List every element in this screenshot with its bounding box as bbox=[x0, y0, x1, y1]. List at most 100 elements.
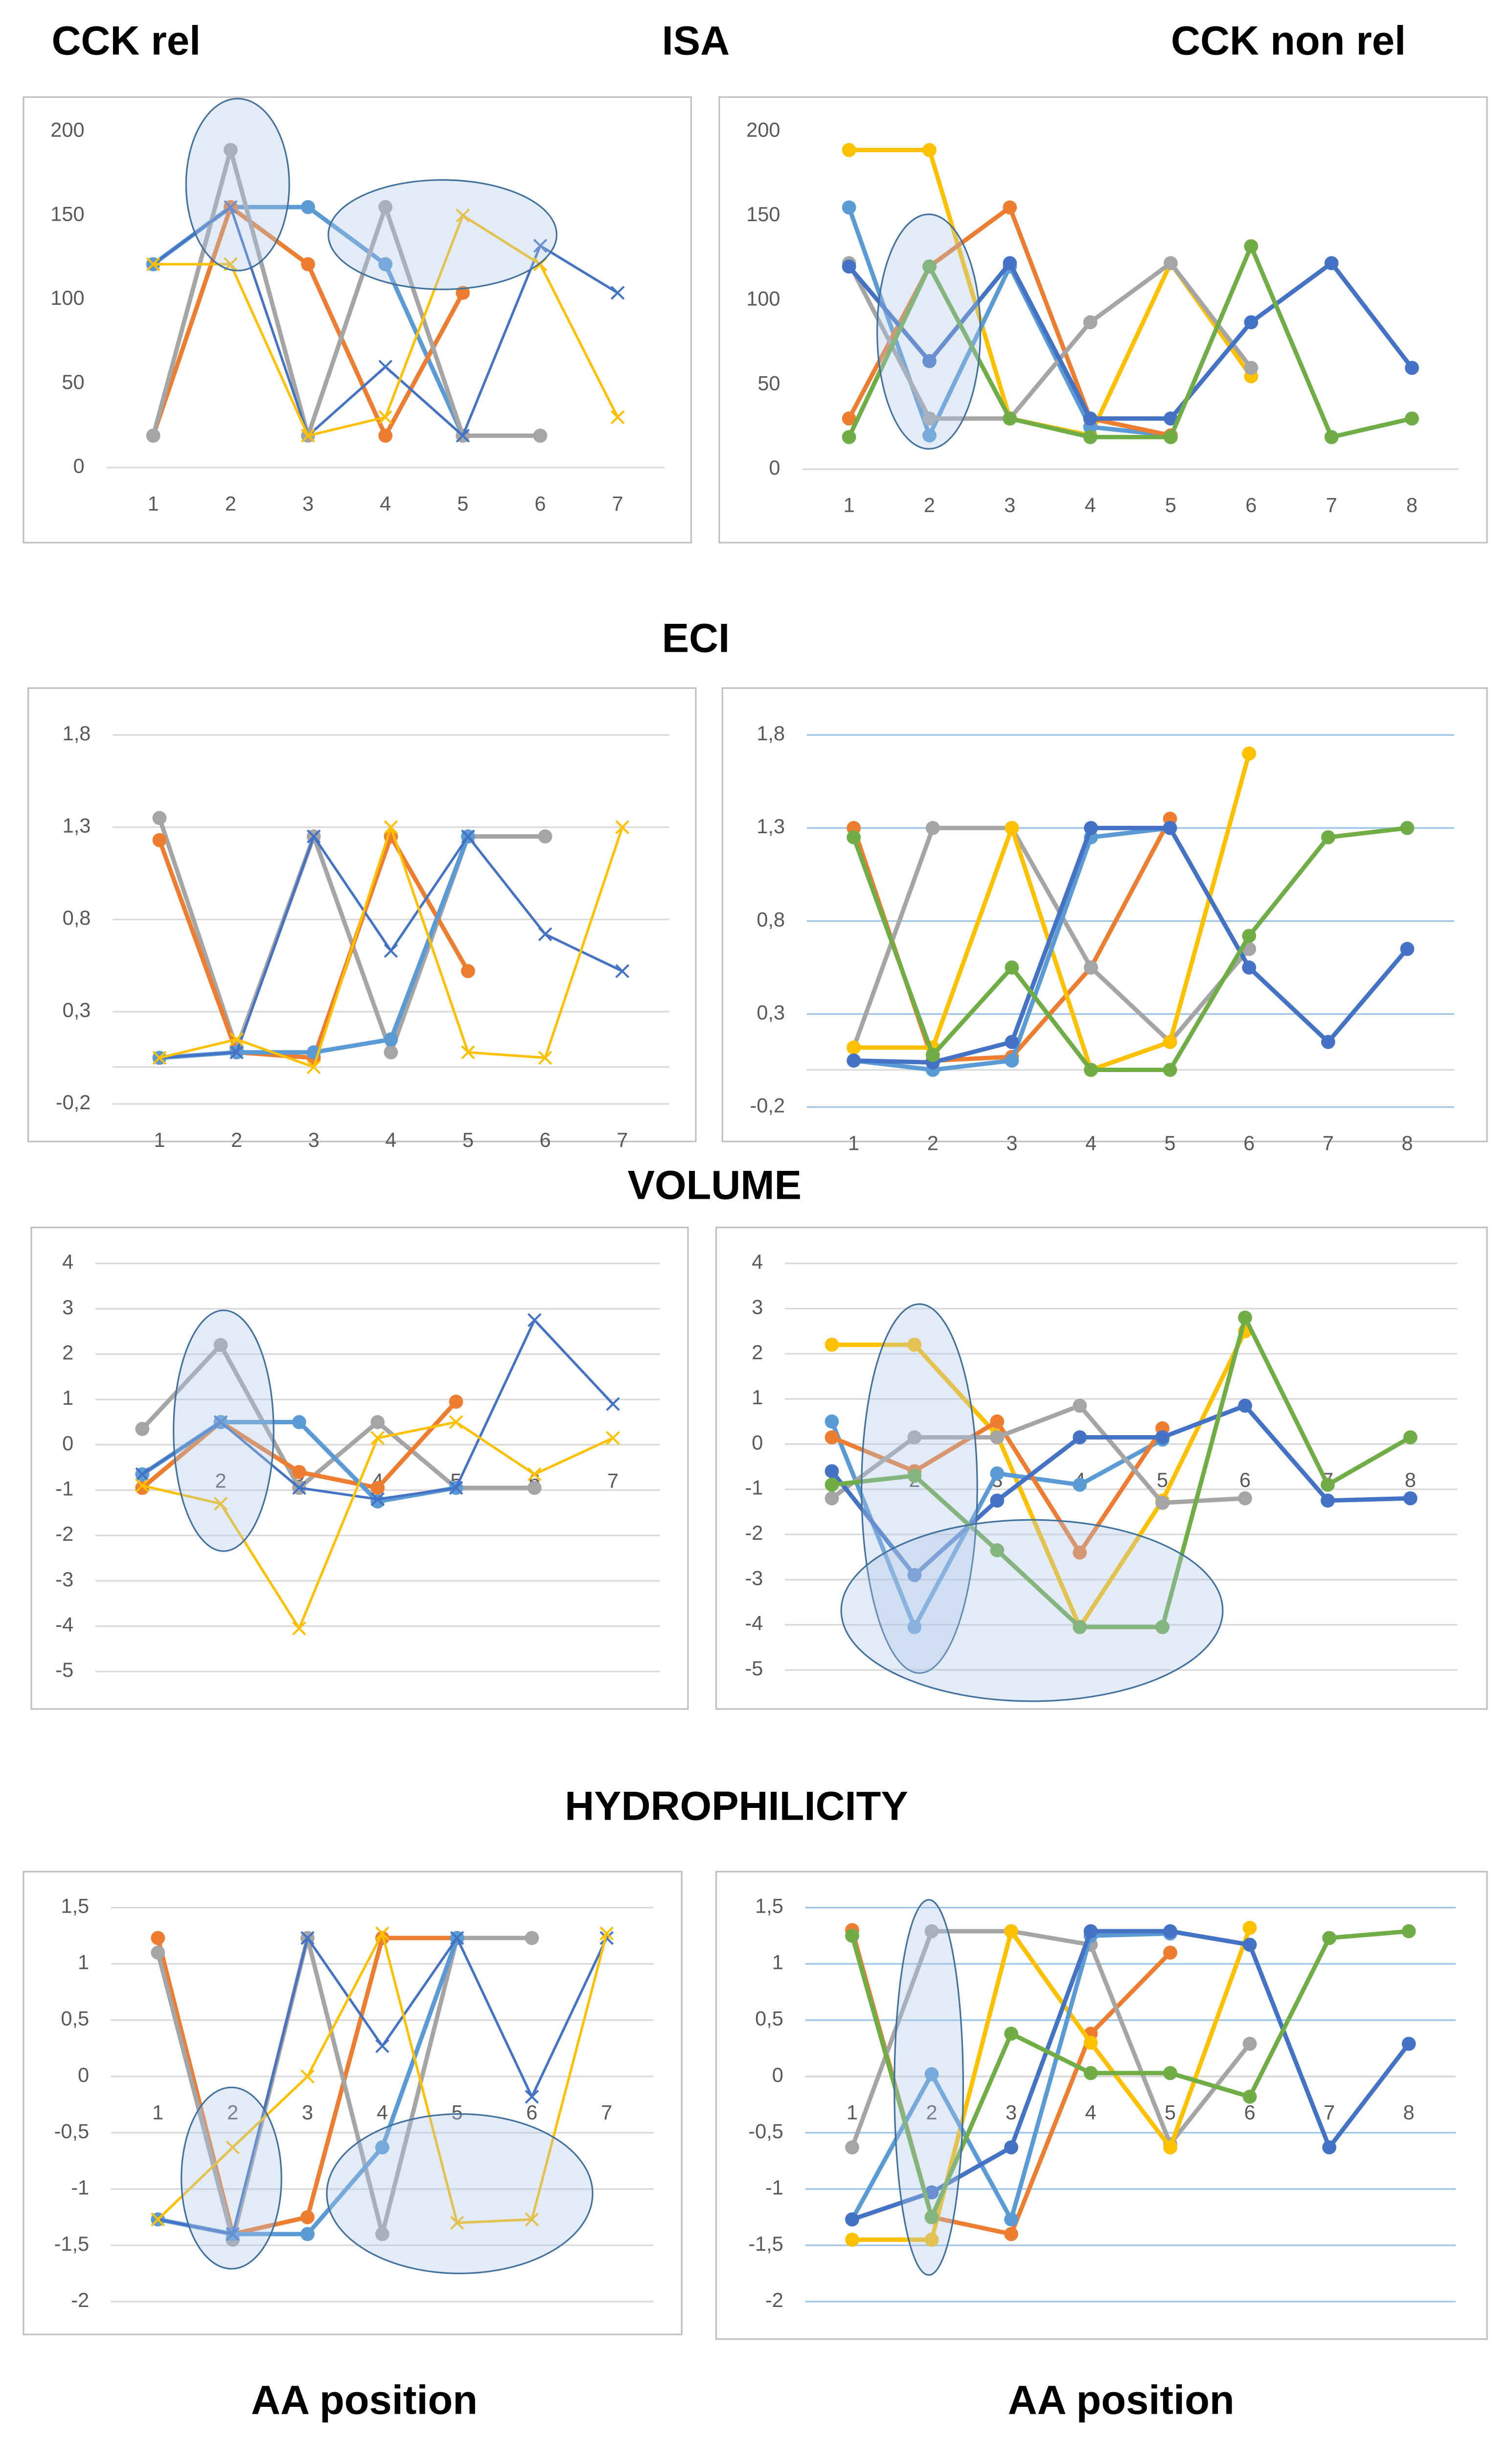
series-line bbox=[156, 1936, 532, 2242]
point bbox=[384, 820, 398, 834]
x-tick-label: 2 bbox=[927, 1131, 939, 1154]
point bbox=[1005, 960, 1019, 975]
point bbox=[135, 1467, 150, 1482]
point bbox=[1073, 1430, 1087, 1444]
y-tick-label: 0 bbox=[772, 2063, 783, 2086]
x-tick-label: 4 bbox=[385, 1128, 396, 1151]
x-tick-label: 7 bbox=[601, 2101, 612, 2124]
point bbox=[922, 354, 937, 368]
x-tick-label: 7 bbox=[1323, 1131, 1334, 1154]
point bbox=[610, 410, 625, 424]
series-line bbox=[850, 1929, 1409, 2219]
point bbox=[135, 1479, 150, 1493]
point bbox=[1401, 2036, 1416, 2051]
point bbox=[825, 1337, 839, 1352]
point bbox=[1005, 1053, 1019, 1068]
y-tick-label: 1,3 bbox=[63, 814, 91, 837]
point bbox=[456, 208, 470, 223]
point bbox=[229, 1045, 244, 1059]
point bbox=[924, 2067, 939, 2081]
point bbox=[1164, 256, 1178, 271]
point bbox=[1083, 315, 1098, 330]
point bbox=[151, 1945, 165, 1960]
point bbox=[301, 429, 315, 443]
point bbox=[907, 1620, 922, 1634]
point bbox=[306, 1060, 321, 1074]
point bbox=[615, 964, 630, 979]
point bbox=[229, 1032, 244, 1047]
y-tick-label: -1,5 bbox=[54, 2232, 90, 2255]
chart: 0 50 100 150 200 1 2 3 4 5 6 7 8 bbox=[718, 96, 1488, 544]
point bbox=[1403, 1491, 1418, 1506]
point bbox=[1163, 1945, 1177, 1960]
point bbox=[924, 2210, 939, 2224]
x-tick-label: 6 bbox=[526, 2101, 537, 2124]
series-line bbox=[830, 1403, 1245, 1505]
point bbox=[847, 830, 861, 845]
point bbox=[1405, 361, 1419, 375]
point bbox=[825, 1414, 839, 1429]
y-tick-label: -1 bbox=[745, 1476, 763, 1499]
point bbox=[1083, 430, 1098, 444]
point bbox=[847, 1053, 861, 1068]
point bbox=[292, 1621, 306, 1636]
x-tick-label: 7 bbox=[1326, 494, 1337, 517]
chart: -2 -1,5 -1 -0,5 0 0,5 1 1,5 1 2 3 4 5 6 7 8 bbox=[715, 1871, 1488, 2340]
y-tick-label: 200 bbox=[746, 118, 780, 141]
point bbox=[990, 1414, 1005, 1429]
point bbox=[375, 2140, 389, 2155]
highlight bbox=[876, 213, 982, 450]
series-line bbox=[851, 825, 1408, 1073]
y-tick-label: 0,3 bbox=[756, 1001, 785, 1024]
point bbox=[525, 2212, 539, 2227]
point bbox=[1164, 411, 1178, 426]
x-tick-label: 4 bbox=[380, 492, 391, 515]
point bbox=[1005, 821, 1019, 835]
x-tick-label: 8 bbox=[1406, 494, 1418, 517]
point bbox=[384, 944, 398, 958]
y-tick-label: 1,5 bbox=[61, 1895, 89, 1918]
x-tick-label: 8 bbox=[1405, 1468, 1416, 1491]
point bbox=[907, 1468, 922, 1483]
y-tick-label: -1 bbox=[55, 1477, 73, 1500]
y-tick-label: 150 bbox=[50, 202, 84, 225]
point bbox=[1084, 1063, 1098, 1077]
x-tick-label: 4 bbox=[377, 2101, 388, 2124]
point bbox=[1003, 411, 1017, 426]
point bbox=[922, 259, 937, 274]
point bbox=[845, 2140, 859, 2155]
point bbox=[135, 1422, 150, 1436]
point bbox=[525, 2089, 539, 2104]
point bbox=[300, 1931, 315, 1945]
x-tick-label: 6 bbox=[1244, 2101, 1256, 2124]
x-tick-label: 5 bbox=[1157, 1468, 1168, 1491]
point bbox=[461, 829, 475, 844]
x-tick-label: 3 bbox=[1006, 1131, 1017, 1154]
x-tick-label: 6 bbox=[540, 1128, 551, 1151]
point bbox=[1163, 1035, 1177, 1049]
point bbox=[825, 1430, 839, 1444]
chart: -0,2 0,3 0,8 1,3 1,8 1 2 3 4 5 6 7 bbox=[27, 687, 697, 1151]
y-tick-label: 100 bbox=[746, 287, 780, 310]
point bbox=[1401, 1924, 1416, 1939]
x-tick-label: 3 bbox=[302, 492, 314, 515]
x-tick-label: 4 bbox=[1085, 494, 1096, 517]
y-tick-label: -0,2 bbox=[56, 1091, 91, 1114]
y-tick-label: 50 bbox=[757, 371, 780, 394]
series-line bbox=[847, 261, 1414, 421]
point bbox=[301, 257, 315, 272]
x-tick-label: 3 bbox=[1004, 494, 1015, 517]
y-tick-label: 2 bbox=[62, 1341, 73, 1364]
point bbox=[922, 143, 937, 158]
point bbox=[450, 1931, 464, 1945]
y-tick-label: 0 bbox=[73, 455, 84, 478]
y-tick-label: -4 bbox=[55, 1613, 73, 1636]
y-tick-label: 3 bbox=[62, 1296, 73, 1319]
point bbox=[1073, 1478, 1087, 1492]
point bbox=[925, 821, 940, 835]
point bbox=[527, 1467, 542, 1482]
point bbox=[538, 927, 552, 941]
point bbox=[223, 143, 238, 157]
point bbox=[151, 2212, 165, 2227]
chart-frame bbox=[23, 96, 692, 544]
